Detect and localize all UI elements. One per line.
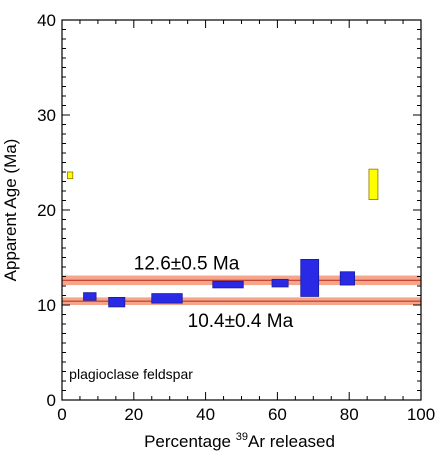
y-tick-label: 40 xyxy=(37,11,56,30)
mineral-annotation: plagioclase feldspar xyxy=(69,366,193,382)
step-box-6 xyxy=(271,278,289,288)
step-box-7 xyxy=(300,258,320,297)
x-tick-label: 40 xyxy=(196,405,215,424)
x-tick-label: 100 xyxy=(407,405,435,424)
step-box-1 xyxy=(66,171,74,180)
y-tick-label: 10 xyxy=(37,296,56,315)
plot-frame xyxy=(61,19,422,401)
plateau-age-label-upper: 12.6±0.5 Ma xyxy=(134,254,240,275)
axis-tick-labels: 0 20 40 60 80 100 0 10 20 30 40 xyxy=(37,11,435,424)
y-tick-label: 0 xyxy=(47,391,56,410)
x-axis-label-post: Ar released xyxy=(248,432,335,451)
x-tick-label: 80 xyxy=(340,405,359,424)
step-box-3 xyxy=(108,296,126,308)
x-axis-label: Percentage 39Ar released xyxy=(144,431,335,451)
plateau-age-label-lower: 10.4±0.4 Ma xyxy=(188,311,294,332)
y-tick-label: 20 xyxy=(37,201,56,220)
step-box-9 xyxy=(368,168,379,200)
x-tick-label: 60 xyxy=(268,405,287,424)
x-axis-label-superscript: 39 xyxy=(236,431,248,443)
step-heating-boxes xyxy=(66,168,379,308)
step-box-4 xyxy=(151,293,183,304)
step-box-8 xyxy=(339,271,355,286)
step-box-2 xyxy=(83,292,97,301)
x-axis-label-pre: Percentage xyxy=(144,432,236,451)
y-tick-label: 30 xyxy=(37,106,56,125)
x-tick-label: 0 xyxy=(57,405,66,424)
x-tick-label: 20 xyxy=(124,405,143,424)
y-axis-label: Apparent Age (Ma) xyxy=(1,139,20,282)
axis-ticks xyxy=(61,19,422,401)
step-box-5 xyxy=(212,280,244,289)
